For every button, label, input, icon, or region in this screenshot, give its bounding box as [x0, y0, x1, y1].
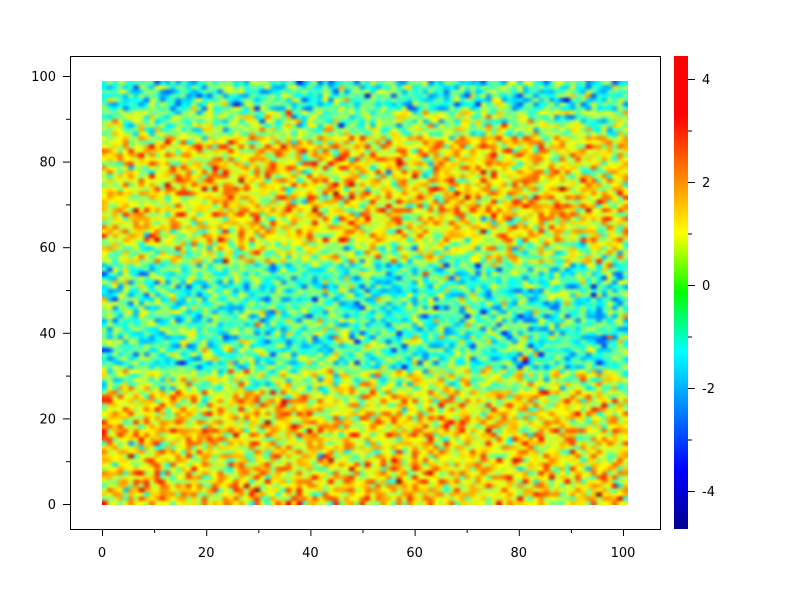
x-tick-label: 40 — [302, 546, 319, 561]
y-tick-label: 60 — [39, 241, 56, 256]
y-tick-label: 100 — [31, 70, 56, 85]
x-tick-label: 80 — [511, 546, 528, 561]
x-tick-label: 0 — [98, 546, 106, 561]
y-tick-label: 0 — [48, 498, 56, 513]
colorbar-tick-label: -4 — [702, 485, 715, 500]
x-tick-label: 100 — [611, 546, 636, 561]
colorbar-tick-label: 0 — [702, 279, 710, 294]
y-tick-label: 40 — [39, 327, 56, 342]
x-tick-label: 60 — [406, 546, 423, 561]
axes-box — [70, 56, 661, 530]
colorbar-tick-label: 4 — [702, 73, 710, 88]
y-tick-label: 80 — [39, 156, 56, 171]
colorbar-tick-label: -2 — [702, 382, 715, 397]
colorbar — [674, 56, 688, 529]
heatmap-image — [102, 81, 628, 505]
y-tick-label: 20 — [39, 412, 56, 427]
x-tick-label: 20 — [198, 546, 215, 561]
colorbar-tick-label: 2 — [702, 176, 710, 191]
